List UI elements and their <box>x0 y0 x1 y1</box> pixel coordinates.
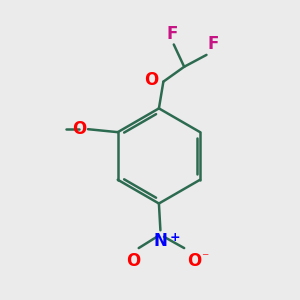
Text: F: F <box>167 25 178 43</box>
Text: O: O <box>127 252 141 270</box>
Text: ⁻: ⁻ <box>201 251 208 265</box>
Text: O: O <box>187 252 201 270</box>
Text: O: O <box>72 120 86 138</box>
Text: N: N <box>154 232 167 250</box>
Text: O: O <box>144 71 158 89</box>
Text: F: F <box>208 35 219 53</box>
Text: +: + <box>169 231 180 244</box>
